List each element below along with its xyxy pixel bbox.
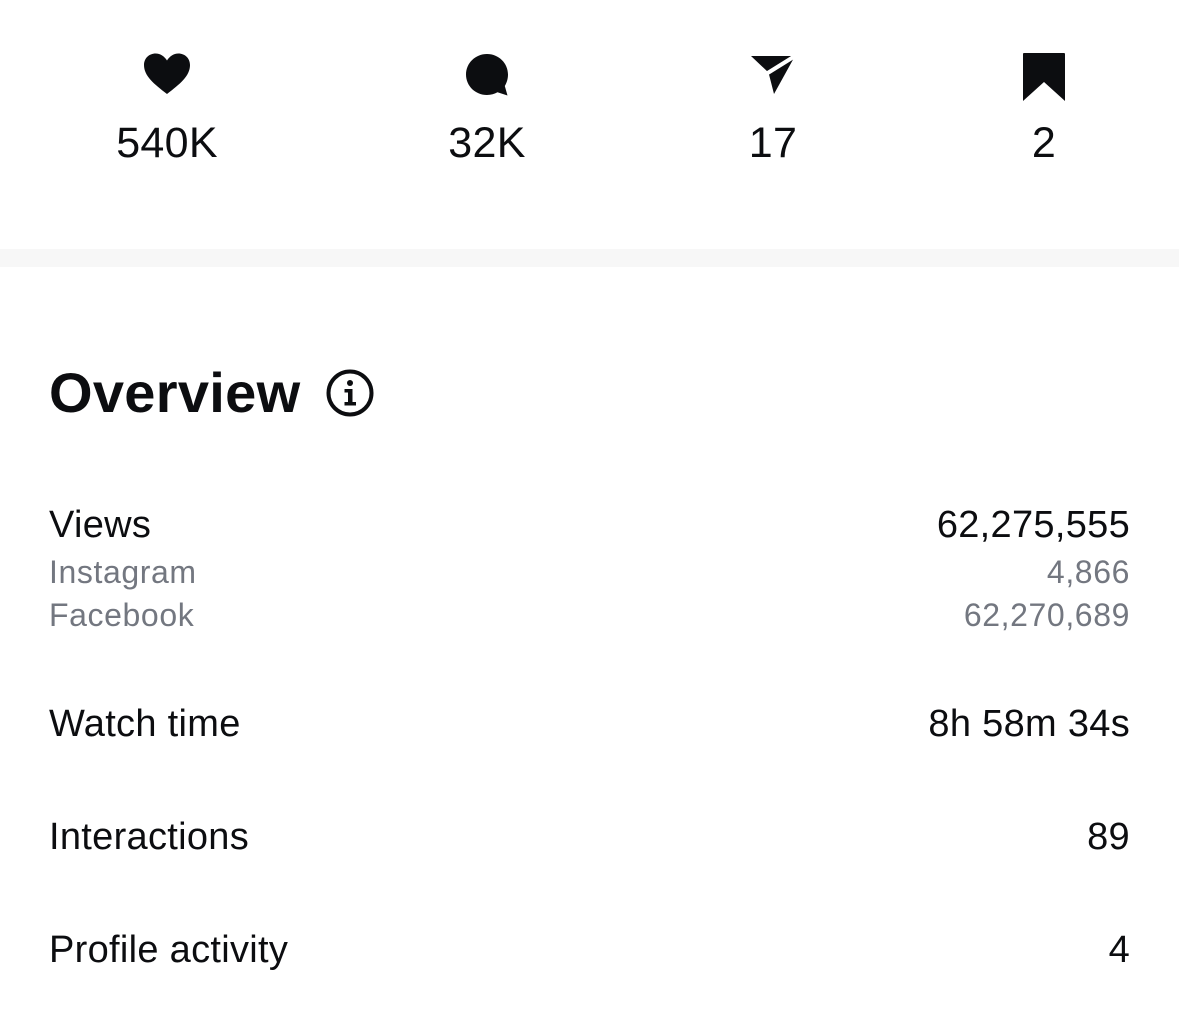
instagram-value: 4,866 [1046, 554, 1130, 590]
saves-stat[interactable]: 2 [924, 52, 1164, 168]
views-label: Views [49, 504, 152, 546]
interactions-row[interactable]: Interactions 89 [49, 814, 1130, 860]
watch-time-value: 8h 58m 34s [928, 703, 1130, 745]
profile-activity-label: Profile activity [49, 929, 289, 971]
facebook-views-row: Facebook 62,270,689 [49, 595, 1130, 635]
saves-count: 2 [1031, 119, 1057, 167]
interactions-label: Interactions [49, 816, 250, 858]
comment-icon [367, 52, 607, 108]
section-divider [0, 249, 1179, 267]
bookmark-icon [924, 52, 1164, 108]
comments-stat[interactable]: 32K [367, 52, 607, 168]
views-row: Views 62,275,555 [49, 502, 1130, 548]
comments-count: 32K [448, 119, 526, 167]
facebook-label: Facebook [49, 597, 195, 633]
heart-icon [47, 52, 287, 108]
share-icon [653, 52, 893, 108]
watch-time-label: Watch time [49, 703, 241, 745]
instagram-views-row: Instagram 4,866 [49, 552, 1130, 592]
facebook-value: 62,270,689 [963, 597, 1130, 633]
interactions-value: 89 [1087, 816, 1130, 858]
profile-activity-row[interactable]: Profile activity 4 [49, 927, 1130, 973]
shares-stat[interactable]: 17 [653, 52, 893, 168]
likes-count: 540K [116, 119, 218, 167]
shares-count: 17 [748, 119, 798, 167]
engagement-stats-row: 540K 32K 17 2 [0, 0, 1179, 249]
overview-header: Overview [49, 358, 374, 428]
overview-title: Overview [49, 361, 301, 424]
likes-stat[interactable]: 540K [47, 52, 287, 168]
instagram-label: Instagram [49, 554, 197, 590]
profile-activity-value: 4 [1108, 929, 1130, 971]
info-icon [326, 369, 374, 417]
views-value: 62,275,555 [936, 504, 1130, 546]
watch-time-row: Watch time 8h 58m 34s [49, 701, 1130, 747]
info-button[interactable] [326, 369, 374, 417]
